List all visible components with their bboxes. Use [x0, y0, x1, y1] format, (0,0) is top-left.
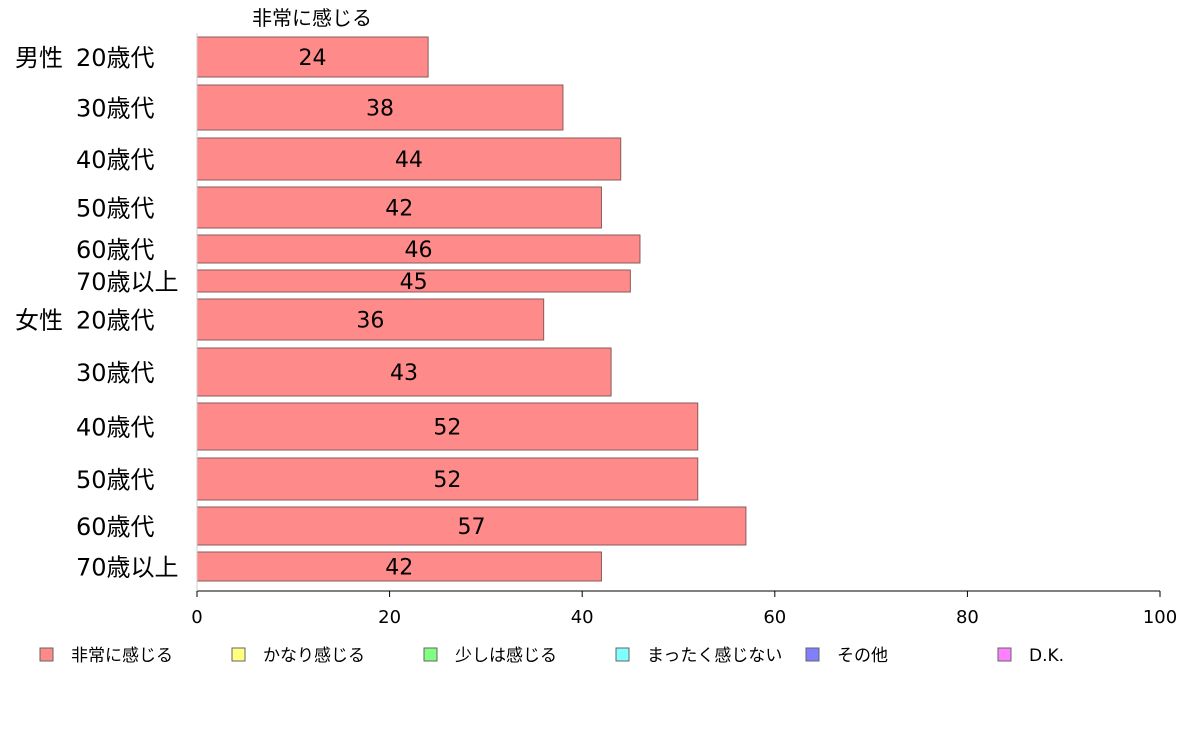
- bar-value-label: 57: [457, 515, 485, 540]
- legend-swatch: [805, 647, 820, 662]
- category-label: 50歳代: [76, 195, 155, 223]
- bar: [196, 506, 747, 546]
- category-label: 40歳代: [76, 414, 155, 442]
- bar-value-label: 43: [390, 361, 418, 386]
- bar: [196, 347, 612, 397]
- legend-label: まったく感じない: [647, 646, 782, 666]
- category-label: 30歳代: [76, 95, 155, 123]
- category-label: 60歳代: [76, 236, 155, 264]
- legend-label: 少しは感じる: [455, 646, 557, 666]
- bars-layer: 24 38 44 42 46 45 36 43 52 52 57 42: [196, 36, 747, 582]
- legend-swatch: [231, 647, 246, 662]
- legend: 非常に感じる かなり感じる 少しは感じる まったく感じない その他 D.K.: [39, 646, 1064, 666]
- category-label: 70歳以上: [76, 268, 179, 296]
- legend-swatch: [997, 647, 1012, 662]
- category-label: 50歳代: [76, 466, 155, 494]
- bar: [196, 551, 602, 582]
- legend-swatch: [423, 647, 438, 662]
- category-label: 20歳代: [76, 44, 155, 72]
- category-label: 30歳代: [76, 359, 155, 387]
- bar-value-label: 36: [356, 309, 384, 334]
- bar: [196, 234, 641, 264]
- legend-label: かなり感じる: [263, 646, 365, 666]
- bar-value-label: 46: [404, 238, 432, 263]
- bar: [196, 137, 622, 181]
- bar-value-label: 52: [433, 416, 461, 441]
- bar-value-label: 38: [366, 97, 394, 122]
- x-tick-label: 80: [956, 607, 979, 628]
- x-tick-label: 20: [378, 607, 401, 628]
- legend-label: その他: [837, 646, 888, 666]
- legend-swatch: [39, 647, 54, 662]
- bar: [196, 84, 564, 131]
- x-tick-label: 100: [1143, 607, 1177, 628]
- group-label: 女性: [15, 307, 63, 335]
- legend-label: 非常に感じる: [71, 646, 173, 666]
- category-label: 20歳代: [76, 307, 155, 335]
- bar-value-label: 42: [385, 197, 413, 222]
- bar: [196, 186, 602, 229]
- bar-value-label: 52: [433, 468, 461, 493]
- x-tick-label: 0: [191, 607, 202, 628]
- x-tick-label: 60: [763, 607, 786, 628]
- bar: [196, 298, 545, 341]
- legend-label: D.K.: [1029, 646, 1064, 666]
- bar-value-label: 42: [385, 556, 413, 581]
- category-label: 70歳以上: [76, 554, 179, 582]
- series-header: 非常に感じる: [252, 6, 372, 30]
- category-label: 40歳代: [76, 146, 155, 174]
- category-label: 60歳代: [76, 513, 155, 541]
- bar-value-label: 45: [400, 270, 428, 295]
- x-tick-label: 40: [571, 607, 594, 628]
- group-label: 男性: [15, 44, 63, 72]
- bar-value-label: 24: [299, 46, 327, 71]
- bar-value-label: 44: [395, 148, 423, 173]
- x-axis: 0 20 40 60 80 100: [191, 33, 1177, 628]
- legend-swatch: [615, 647, 630, 662]
- bar: [196, 36, 429, 78]
